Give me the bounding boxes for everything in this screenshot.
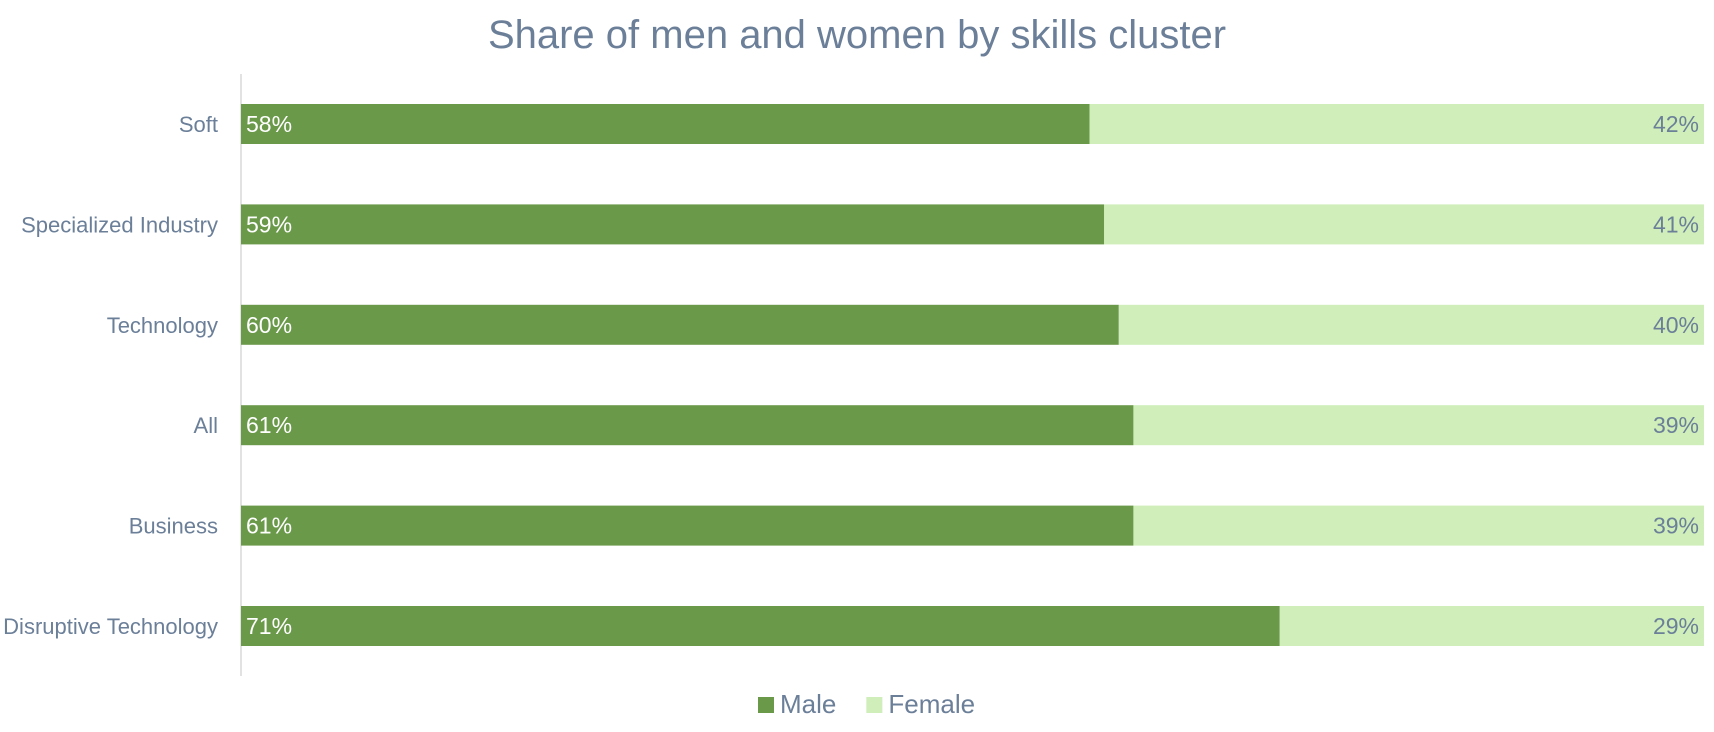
bar-female-disruptive-technology bbox=[1279, 606, 1704, 646]
category-label-all: All bbox=[194, 413, 218, 438]
data-label-female-business: 39% bbox=[1653, 513, 1699, 539]
bar-female-technology bbox=[1118, 304, 1704, 345]
bar-female-all bbox=[1133, 405, 1704, 446]
bar-female-soft bbox=[1089, 104, 1704, 144]
data-label-female-specialized-industry: 41% bbox=[1653, 211, 1699, 237]
data-label-female-technology: 40% bbox=[1653, 312, 1699, 338]
bar-male-business bbox=[241, 505, 1134, 546]
category-label-technology: Technology bbox=[107, 313, 218, 338]
legend-swatch-female bbox=[866, 697, 883, 713]
data-label-male-disruptive-technology: 71% bbox=[246, 613, 292, 639]
category-labels: Soft Specialized Industry Technology All Bus… bbox=[3, 112, 218, 639]
bar-female-specialized-industry bbox=[1104, 204, 1704, 245]
legend-label-female: Female bbox=[888, 689, 975, 719]
category-label-disruptive-technology: Disruptive Technology bbox=[3, 614, 218, 639]
data-label-male-specialized-industry: 59% bbox=[246, 211, 292, 237]
bar-male-soft bbox=[241, 104, 1090, 144]
category-label-business: Business bbox=[129, 514, 218, 539]
bars-group: 58% 42% 59% 41% 60% 40% 61% 39% 61% 39% 71% 29% bbox=[241, 104, 1704, 646]
category-label-specialized-industry: Specialized Industry bbox=[21, 212, 218, 237]
bar-female-business bbox=[1133, 505, 1704, 546]
legend-swatch-male bbox=[758, 697, 774, 713]
bar-male-specialized-industry bbox=[241, 204, 1105, 245]
category-label-soft: Soft bbox=[179, 112, 218, 137]
data-label-male-all: 61% bbox=[246, 412, 292, 438]
data-label-female-disruptive-technology: 29% bbox=[1653, 613, 1699, 639]
data-label-female-all: 39% bbox=[1653, 412, 1699, 438]
legend-label-male: Male bbox=[780, 689, 836, 719]
bar-male-technology bbox=[241, 304, 1119, 345]
bar-male-disruptive-technology bbox=[241, 606, 1280, 646]
data-label-female-soft: 42% bbox=[1653, 111, 1699, 137]
legend: Male Female bbox=[758, 689, 975, 719]
data-label-male-technology: 60% bbox=[246, 312, 292, 338]
data-label-male-business: 61% bbox=[246, 513, 292, 539]
bar-male-all bbox=[241, 405, 1134, 446]
chart-title: Share of men and women by skills cluster bbox=[488, 13, 1226, 57]
data-label-male-soft: 58% bbox=[246, 111, 292, 137]
